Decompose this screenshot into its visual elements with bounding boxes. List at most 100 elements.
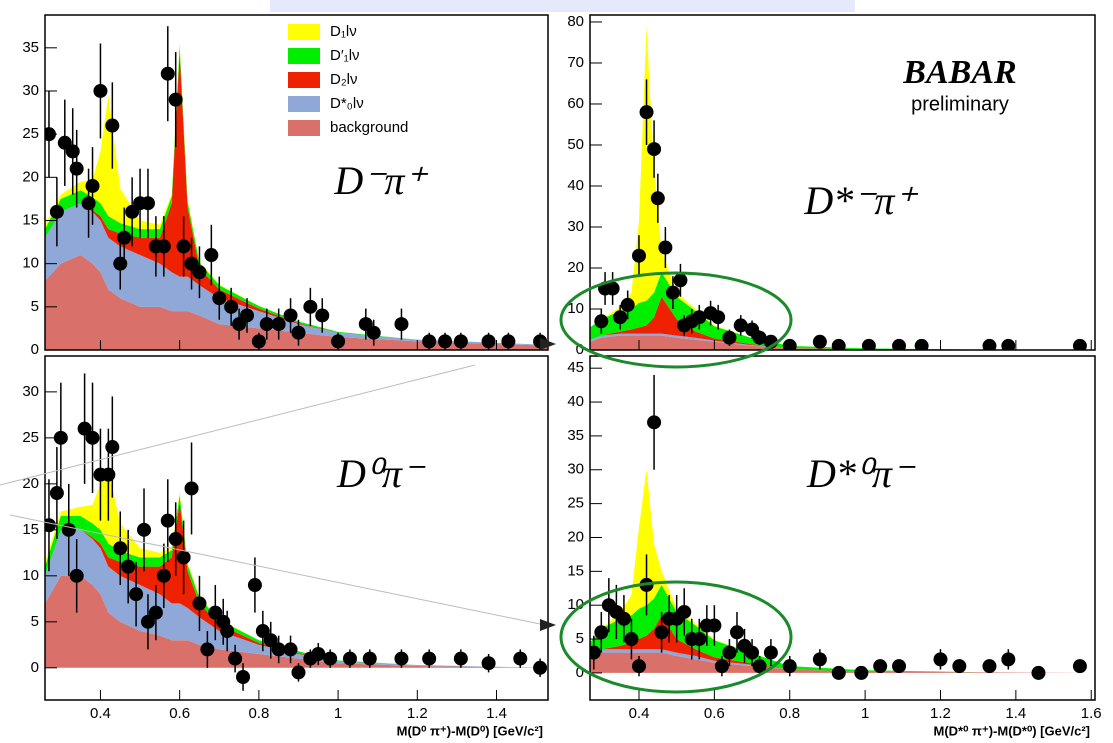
data-point	[892, 338, 907, 350]
data-point	[69, 568, 84, 583]
data-point	[140, 614, 155, 629]
x-tick-label: 0.8	[779, 705, 800, 722]
y-tick-label: 10	[22, 255, 39, 272]
data-point	[654, 625, 669, 640]
panel-title: D*⁻π⁺	[803, 178, 918, 223]
data-point	[224, 299, 239, 314]
y-tick-label: 15	[567, 562, 584, 579]
legend-swatch	[288, 120, 320, 136]
data-point	[605, 281, 620, 296]
data-point	[121, 559, 136, 574]
y-tick-label: 40	[567, 177, 584, 194]
panel-title: D*⁰π⁻	[806, 451, 916, 496]
data-point	[255, 624, 270, 639]
data-point	[933, 652, 948, 667]
data-point	[1001, 652, 1016, 667]
data-point	[513, 651, 528, 666]
data-point	[647, 415, 662, 430]
frame	[589, 355, 1096, 701]
data-point	[81, 196, 96, 211]
data-point	[200, 642, 215, 657]
data-point	[303, 299, 318, 314]
logo: BABAR	[902, 54, 1016, 91]
data-point	[311, 647, 326, 662]
data-point	[914, 338, 929, 350]
data-point	[707, 618, 722, 633]
data-point	[148, 605, 163, 620]
data-point	[291, 665, 306, 680]
stacked-band	[590, 584, 1095, 673]
data-point	[677, 604, 692, 619]
y-tick-label: 70	[567, 54, 584, 71]
data-point	[291, 325, 306, 340]
data-point	[733, 318, 748, 333]
plot-area	[45, 373, 548, 691]
x-tick-label: 1.4	[486, 705, 507, 722]
x-axis-label: M(D⁰ π⁺)-M(D⁰) [GeV/c²]	[397, 723, 543, 738]
legend-swatch	[288, 72, 320, 88]
x-tick-label: 1.2	[407, 705, 428, 722]
data-point	[501, 334, 516, 349]
data-point	[315, 308, 330, 323]
data-point	[594, 625, 609, 640]
x-tick-label: 1.4	[1005, 705, 1026, 722]
data-point	[259, 317, 274, 332]
y-tick-label: 5	[31, 613, 39, 630]
legend-swatch	[288, 24, 320, 40]
stacked-band	[45, 203, 548, 346]
stacked-band	[45, 529, 548, 668]
data-point	[812, 652, 827, 667]
data-point	[117, 230, 132, 245]
data-point	[854, 665, 869, 680]
data-point	[631, 659, 646, 674]
data-point	[105, 118, 120, 133]
x-tick-label: 0.4	[629, 705, 650, 722]
y-tick-label: 0	[576, 341, 584, 358]
frame	[44, 355, 549, 701]
y-tick-label: 10	[567, 300, 584, 317]
data-point	[692, 310, 707, 325]
data-point	[53, 430, 68, 445]
legend-label: background	[330, 119, 408, 136]
data-point	[422, 334, 437, 349]
panel: 0 5 10 15 20 25 30 35 40 45 0.4 0.6 0.8 1 1.2 1.4 1.6 D*⁰…	[567, 355, 1102, 738]
stacked-band	[590, 272, 1095, 350]
data-point	[49, 486, 64, 501]
x-tick-label: 1	[334, 705, 342, 722]
data-point	[113, 256, 128, 271]
annotations	[0, 271, 793, 694]
data-point	[594, 314, 609, 329]
data-point	[673, 273, 688, 288]
data-point	[639, 105, 654, 120]
legend-swatch	[288, 48, 320, 64]
data-point	[208, 605, 223, 620]
data-point	[61, 522, 76, 537]
data-point	[631, 248, 646, 263]
data-point	[590, 645, 601, 660]
data-point	[137, 522, 152, 537]
data-point	[283, 642, 298, 657]
data-point	[101, 467, 116, 482]
data-point	[129, 587, 144, 602]
y-tick-label: 0	[31, 659, 39, 676]
data-point	[982, 659, 997, 674]
data-point	[714, 659, 729, 674]
x-tick-label: 1.6	[1081, 705, 1102, 722]
data-point	[1072, 659, 1087, 674]
data-point	[453, 651, 468, 666]
data-point	[745, 645, 760, 660]
data-point	[77, 421, 92, 436]
data-point	[176, 550, 191, 565]
data-point	[711, 310, 726, 325]
data-point	[394, 317, 409, 332]
note: preliminary	[911, 93, 1009, 115]
panel-title: D⁻π⁺	[333, 158, 428, 203]
data-point	[192, 265, 207, 280]
legend-label: D₂lν	[330, 71, 358, 88]
data-point	[481, 656, 496, 671]
data-point	[658, 240, 673, 255]
y-tick-label: 0	[31, 341, 39, 358]
data-point	[481, 334, 496, 349]
data-point	[160, 66, 175, 81]
arrow-head	[540, 619, 556, 631]
